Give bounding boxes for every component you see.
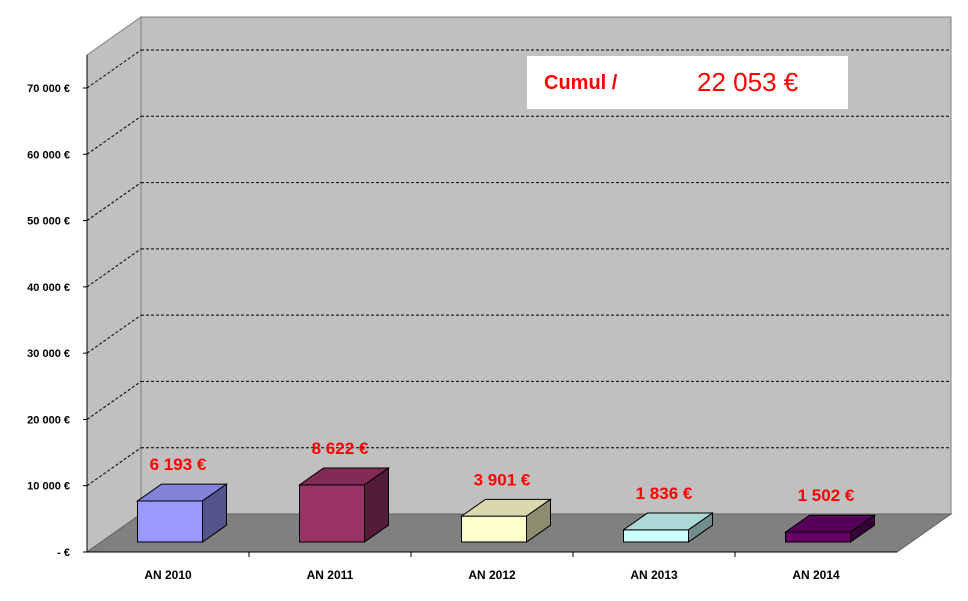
data-label: 1 502 € [798, 486, 855, 505]
cumul-label: Cumul / [544, 72, 618, 94]
bar-an-2013 [621, 512, 715, 543]
bar-an-2011 [297, 467, 391, 543]
axes: - € 10 000 € 20 000 € 30 000 € 40 000 € 50 00… [27, 55, 897, 582]
bar-an-2010 [135, 483, 229, 543]
bar-front [461, 515, 527, 543]
bar-side [850, 514, 875, 543]
gridline-side [86, 447, 142, 487]
cumul-value: 22 053 € [697, 67, 799, 97]
x-tick-label: AN 2014 [792, 568, 840, 582]
x-tick-label: AN 2012 [468, 568, 516, 582]
data-label: 3 901 € [474, 470, 531, 489]
y-tick-label: 20 000 € [27, 414, 70, 426]
y-tick-label: 50 000 € [27, 216, 70, 228]
x-tick-label: AN 2011 [307, 568, 354, 582]
x-tick-label: AN 2013 [630, 568, 678, 582]
data-label: 8 622 € [312, 439, 369, 458]
gridline-side [86, 381, 142, 420]
y-tick-label: 60 000 € [27, 149, 70, 161]
gridline-side [86, 49, 142, 89]
x-tick-label: AN 2010 [144, 568, 192, 582]
bar-an-2012 [459, 498, 553, 543]
gridlines [86, 49, 951, 487]
bar-side [688, 512, 713, 543]
bar-front [137, 500, 203, 543]
bar-front [785, 531, 851, 543]
side-wall [86, 16, 142, 553]
y-tick-label: 10 000 € [27, 481, 70, 493]
y-tick-label: 70 000 € [27, 83, 70, 95]
bar-side [364, 467, 389, 543]
data-label: 1 836 € [636, 484, 693, 503]
cumul-annotation: Cumul / 22 053 € [527, 56, 848, 109]
bars [135, 467, 877, 543]
bar-side [202, 483, 227, 543]
y-tick-label: 40 000 € [27, 282, 70, 294]
y-tick-label: - € [57, 547, 70, 559]
y-tick-label: 30 000 € [27, 348, 70, 360]
data-labels: 6 193 € 8 622 € 3 901 € 1 836 € 1 502 € [150, 439, 855, 505]
gridline-side [86, 314, 142, 354]
gridline-side [86, 182, 142, 221]
bar-an-2014 [783, 514, 877, 543]
bar-front [299, 484, 365, 543]
gridline-side [86, 248, 142, 288]
data-label: 6 193 € [150, 455, 207, 474]
gridline-side [86, 115, 142, 155]
bar-side [526, 498, 551, 543]
bar-front [623, 529, 689, 543]
